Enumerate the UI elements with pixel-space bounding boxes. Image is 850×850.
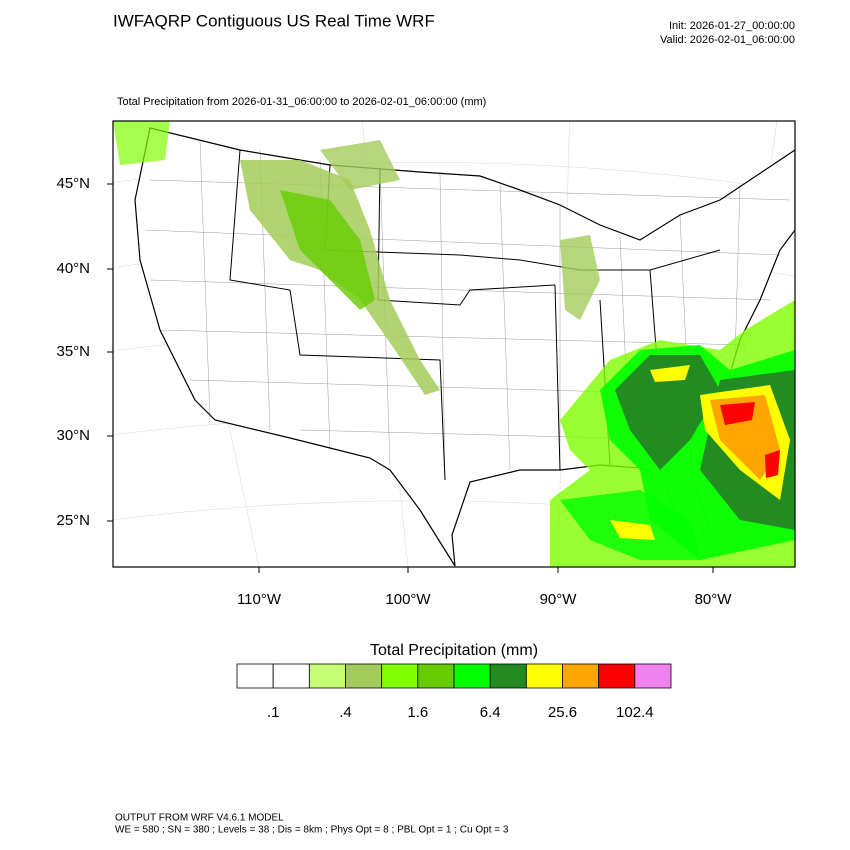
colorbar-label: .1	[267, 704, 280, 721]
map	[113, 121, 795, 567]
subtitle: Total Precipitation from 2026-01-31_06:0…	[117, 96, 486, 108]
colorbar-label: 25.6	[548, 704, 577, 721]
lat-label: 35°N	[56, 343, 90, 360]
map-frame	[112, 120, 796, 568]
colorbar-box	[308, 663, 346, 689]
lat-label: 30°N	[56, 427, 90, 444]
lat-label: 40°N	[56, 260, 90, 277]
lat-label: 45°N	[56, 175, 90, 192]
colorbar-box	[236, 663, 274, 689]
colorbar-box	[562, 663, 600, 689]
footer-line: OUTPUT FROM WRF V4.6.1 MODEL	[115, 813, 284, 824]
colorbar-label: 1.6	[407, 704, 428, 721]
footer-line: WE = 580 ; SN = 380 ; Levels = 38 ; Dis …	[115, 825, 509, 836]
title: IWFAQRP Contiguous US Real Time WRF	[113, 11, 435, 30]
colorbar-label: 6.4	[480, 704, 501, 721]
lat-label: 25°N	[56, 512, 90, 529]
colorbar-label: .4	[339, 704, 352, 721]
colorbar-label: 102.4	[616, 704, 654, 721]
colorbar-box	[489, 663, 527, 689]
colorbar-box	[345, 663, 383, 689]
lon-label: 100°W	[385, 591, 431, 608]
init-time: Init: 2026-01-27_00:00:00	[669, 20, 795, 32]
lon-label: 110°W	[237, 591, 282, 608]
lon-label: 90°W	[540, 591, 578, 608]
county-lines	[144, 139, 791, 481]
colorbar-box	[525, 663, 563, 689]
lon-label: 80°W	[695, 591, 733, 608]
colorbar-title: Total Precipitation (mm)	[370, 642, 538, 659]
precipitation	[113, 121, 795, 567]
colorbar-box	[634, 663, 672, 689]
colorbar-box	[417, 663, 455, 689]
colorbar-box	[272, 663, 310, 689]
valid-time: Valid: 2026-02-01_06:00:00	[660, 34, 795, 46]
colorbar-box	[381, 663, 419, 689]
colorbar-box	[453, 663, 491, 689]
colorbar-box	[598, 663, 636, 689]
